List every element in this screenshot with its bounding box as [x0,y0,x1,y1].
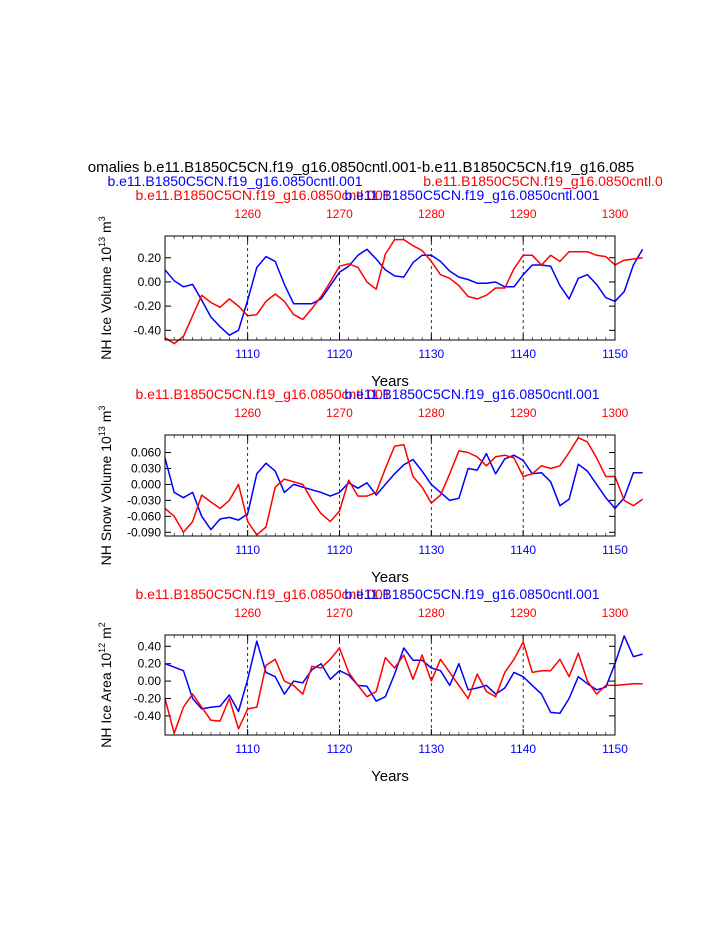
x-tick-label-bottom: 1150 [602,347,628,361]
series-red-line [164,641,643,735]
y-axis-unit-tail: m [98,627,114,643]
plot-frame [164,434,616,537]
x-tick-label-bottom: 1140 [510,742,536,756]
y-tick-label: 0.000 [131,477,161,491]
y-axis-label: NH Snow Volume 1013 m3 [97,406,114,566]
y-tick-label: -0.060 [127,509,161,523]
x-tick-label-bottom: 1150 [602,742,628,756]
top-title-red: b.e11.B1850C5CN.f19_g16.0850cntl.001 [135,187,390,203]
y-tick-label: 0.40 [138,639,162,653]
y-tick-label: -0.40 [134,323,162,337]
y-axis-label-name: NH Ice Area [98,668,114,747]
y-axis-unit-tail: m [98,221,114,237]
x-axis-label: Years [371,569,409,586]
x-tick-label-top: 1270 [326,606,353,620]
y-axis-unit-exp: 13 [97,237,107,247]
x-tick-label-bottom: 1110 [235,347,260,361]
top-title-blue: b.e11.B1850C5CN.f19_g16.0850cntl.001 [344,187,599,203]
series-blue-line [164,635,643,715]
x-tick-label-bottom: 1130 [418,347,444,361]
legend-red-title: b.e11.B1850C5CN.f19_g16.0850cntl.0 [423,173,663,189]
x-tick-label-bottom: 1110 [235,543,260,557]
y-tick-label: 0.030 [131,461,161,475]
x-tick-label-bottom: 1120 [327,742,353,756]
x-tick-label-top: 1270 [326,207,353,221]
y-axis-unit-tail-exp: 3 [97,406,107,411]
y-tick-label: -0.20 [134,299,162,313]
y-axis-label: NH Ice Area 1012 m2 [97,622,114,748]
x-tick-label-top: 1260 [234,606,261,620]
y-axis-unit-base: 10 [98,653,114,669]
y-tick-label: -0.20 [134,691,162,705]
y-axis-label: NH Ice Volume 1013 m3 [97,216,114,359]
y-tick-label: 0.20 [138,251,162,265]
y-tick-label: 0.00 [138,275,162,289]
series-blue-line [164,452,643,531]
top-title-red: b.e11.B1850C5CN.f19_g16.0850cntl.001 [135,386,390,402]
x-tick-label-top: 1300 [602,207,629,221]
x-tick-label-top: 1290 [510,606,537,620]
top-title-blue: b.e11.B1850C5CN.f19_g16.0850cntl.001 [344,386,599,402]
y-axis-unit-tail-exp: 3 [97,216,107,221]
x-tick-label-bottom: 1130 [418,742,444,756]
x-tick-label-top: 1300 [602,606,629,620]
x-tick-label-top: 1280 [418,207,445,221]
y-axis-unit-exp: 13 [97,426,107,436]
x-tick-label-bottom: 1120 [327,543,353,557]
y-tick-label: -0.40 [134,709,162,723]
series-red-line [164,436,644,536]
y-axis-unit-tail: m [98,411,114,427]
y-tick-label: -0.030 [127,493,161,507]
x-tick-label-top: 1280 [418,406,445,420]
x-tick-label-bottom: 1140 [510,543,536,557]
top-title-red: b.e11.B1850C5CN.f19_g16.0850cntl.001 [135,586,390,602]
x-tick-label-bottom: 1130 [418,543,444,557]
x-tick-label-top: 1260 [234,406,261,420]
y-axis-label-name: NH Snow Volume [98,452,114,566]
plot-frame [164,235,616,341]
y-tick-label: -0.090 [127,525,161,539]
series-blue-line [164,248,644,336]
snow-volume-panel: b.e11.B1850C5CN.f19_g16.0850cntl.001b.e1… [97,386,644,586]
y-axis-label-name: NH Ice Volume [98,262,114,359]
y-tick-label: 0.00 [138,674,162,688]
x-tick-label-top: 1260 [234,207,261,221]
series-red-line [164,238,643,345]
x-tick-label-bottom: 1140 [510,347,536,361]
y-axis-unit-base: 10 [98,247,114,263]
x-axis-label: Years [371,373,409,390]
y-axis-unit-exp: 12 [97,643,107,653]
x-tick-label-top: 1290 [510,406,537,420]
x-tick-label-top: 1300 [602,406,629,420]
y-tick-label: 0.20 [138,657,162,671]
x-tick-label-top: 1270 [326,406,353,420]
top-title-blue: b.e11.B1850C5CN.f19_g16.0850cntl.001 [344,586,599,602]
ice-area-panel: b.e11.B1850C5CN.f19_g16.0850cntl.001b.e1… [97,586,643,785]
main-title: omalies b.e11.B1850C5CN.f19_g16.0850cntl… [88,159,635,176]
plot-frame [164,634,616,736]
legend-blue-title: b.e11.B1850C5CN.f19_g16.0850cntl.001 [107,173,362,189]
y-axis-unit-base: 10 [98,436,114,452]
y-tick-label: 0.060 [131,446,161,460]
x-tick-label-bottom: 1150 [602,543,628,557]
ice-volume-panel: b.e11.B1850C5CN.f19_g16.0850cntl.001b.e1… [97,187,644,390]
x-tick-label-bottom: 1110 [235,742,260,756]
x-axis-label: Years [371,768,409,785]
y-axis-unit-tail-exp: 2 [97,622,107,627]
x-tick-label-bottom: 1120 [327,347,353,361]
x-tick-label-top: 1290 [510,207,537,221]
x-tick-label-top: 1280 [418,606,445,620]
